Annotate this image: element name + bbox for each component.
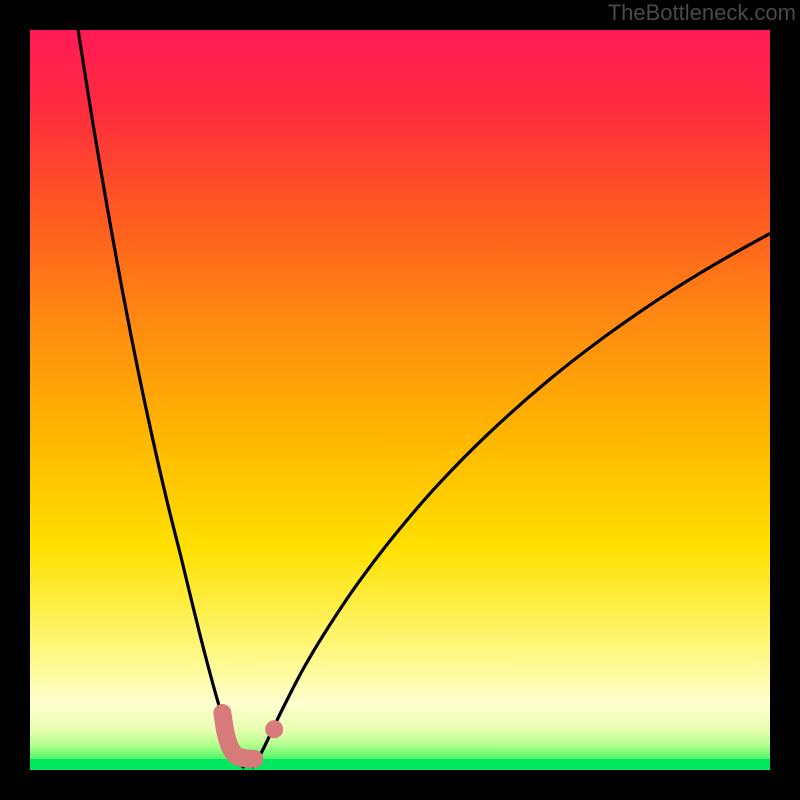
curves-svg [30,30,770,770]
dot-marker [265,720,283,738]
chart-frame: TheBottleneck.com [0,0,800,800]
l-shape-marker [222,713,254,759]
right-curve [252,234,770,768]
attribution-text: TheBottleneck.com [608,0,796,26]
left-curve [78,30,245,768]
plot-area [30,30,770,770]
